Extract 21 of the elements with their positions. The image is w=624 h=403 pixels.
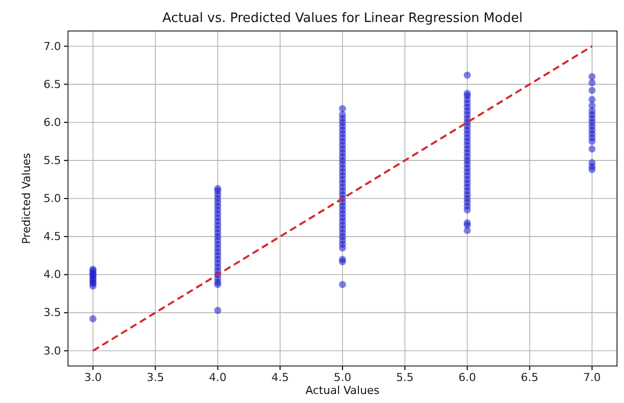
- x-tick-label: 6.5: [520, 370, 538, 384]
- y-axis-title: Predicted Values: [20, 152, 33, 244]
- x-axis-title: Actual Values: [306, 384, 380, 397]
- x-tick-label: 5.0: [334, 370, 352, 384]
- y-tick-label: 6.0: [44, 116, 61, 129]
- x-tick-label: 6.0: [458, 370, 476, 384]
- y-tick-label: 3.0: [44, 344, 61, 358]
- y-tick-label: 4.5: [44, 230, 61, 244]
- y-tick-label: 4.0: [44, 268, 61, 282]
- y-tick-label: 6.5: [44, 78, 61, 91]
- x-tick-label: 3.5: [146, 370, 164, 384]
- x-tick-label: 4.5: [271, 370, 289, 384]
- x-tick-label: 3.0: [84, 370, 102, 384]
- y-tick-label: 3.5: [44, 306, 61, 320]
- y-tick-label: 5.5: [44, 154, 61, 167]
- x-tick-label: 5.5: [396, 370, 414, 384]
- x-tick-label: 7.0: [583, 370, 601, 384]
- x-tick-label: 4.0: [208, 370, 226, 384]
- y-tick-label: 5.0: [44, 192, 61, 206]
- chart-title: Actual vs. Predicted Values for Linear Regression Model: [162, 11, 523, 26]
- y-tick-label: 7.0: [44, 40, 61, 53]
